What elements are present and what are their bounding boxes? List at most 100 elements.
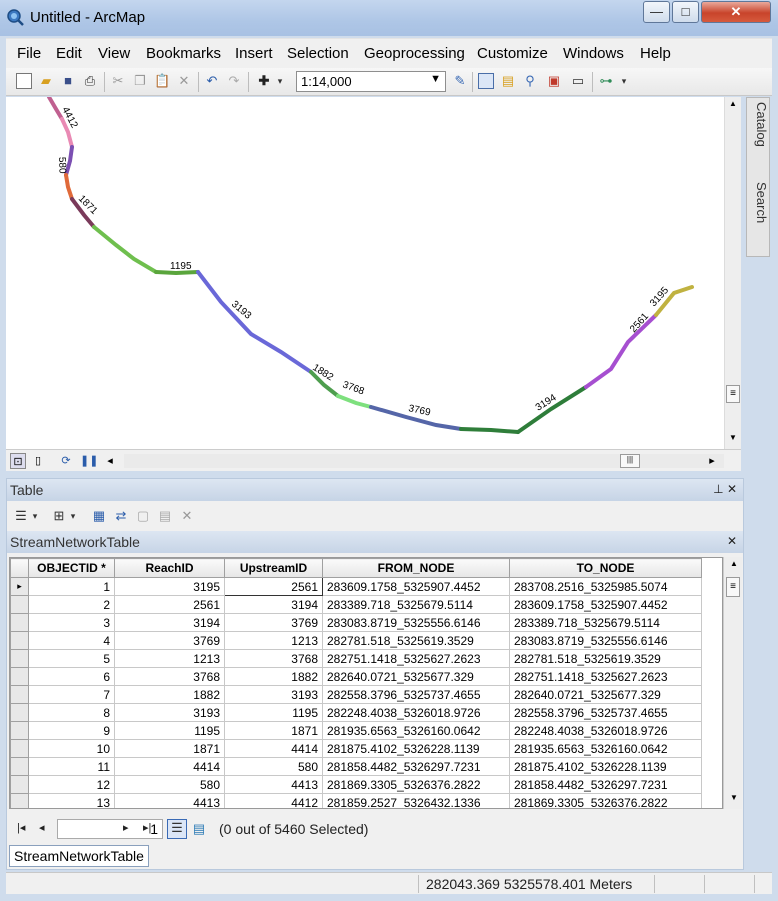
- cell-upstreamid[interactable]: 3193: [224, 685, 323, 704]
- switch-selection-icon[interactable]: ⇄: [115, 508, 127, 523]
- cell-reachid[interactable]: 3195: [114, 577, 225, 596]
- menu-geoprocessing[interactable]: Geoprocessing: [364, 45, 465, 62]
- cell-from-node[interactable]: 282640.0721_5325677.329: [322, 667, 510, 686]
- cell-reachid[interactable]: 1882: [114, 685, 225, 704]
- cell-reachid[interactable]: 3768: [114, 667, 225, 686]
- map-scale-combobox[interactable]: 1:14,000 ▼: [296, 71, 446, 92]
- menu-insert[interactable]: Insert: [235, 45, 273, 62]
- column-header-upstreamid[interactable]: UpstreamID: [224, 558, 323, 578]
- cell-from-node[interactable]: 281859.2527_5326432.1336: [322, 793, 510, 808]
- toolbar-options-icon[interactable]: ▾: [621, 76, 627, 86]
- scroll-left-icon[interactable]: ◂: [107, 455, 113, 467]
- cell-upstreamid[interactable]: 3768: [224, 649, 323, 668]
- table-row[interactable]: 13 4413 4412 281859.2527_5326432.1336 281869…: [10, 793, 702, 808]
- add-data-dropdown-icon[interactable]: ▾: [277, 76, 283, 86]
- paste-icon[interactable]: 📋: [154, 73, 171, 88]
- editor-toolbar-icon[interactable]: ✎: [454, 73, 466, 88]
- menu-selection[interactable]: Selection: [287, 45, 349, 62]
- cell-objectid[interactable]: 3: [28, 613, 115, 632]
- cell-upstreamid[interactable]: 580: [224, 757, 323, 776]
- minimize-button[interactable]: —: [643, 1, 670, 23]
- cut-icon[interactable]: ✂: [112, 73, 124, 88]
- menu-customize[interactable]: Customize: [477, 45, 548, 62]
- cell-objectid[interactable]: 10: [28, 739, 115, 758]
- scroll-down-icon[interactable]: ▼: [729, 433, 737, 442]
- tab-catalog[interactable]: Catalog: [749, 102, 769, 147]
- menu-file[interactable]: File: [17, 45, 42, 62]
- map-display[interactable]: 4412 580 1871 1195 3193 1882 3768 3769 3…: [6, 97, 724, 449]
- table-row[interactable]: 6 3768 1882 282640.0721_5325677.329 282751.1…: [10, 667, 702, 686]
- row-selector[interactable]: [10, 703, 29, 722]
- scroll-up-icon[interactable]: ▲: [730, 559, 738, 568]
- row-selector[interactable]: [10, 631, 29, 650]
- cell-objectid[interactable]: 7: [28, 685, 115, 704]
- related-tables-icon[interactable]: ⊞: [53, 508, 65, 523]
- previous-record-icon[interactable]: ◂: [39, 822, 45, 834]
- cell-upstreamid[interactable]: 4414: [224, 739, 323, 758]
- pane-pin-close-icons[interactable]: ⊥ ✕: [713, 482, 737, 496]
- column-header-reachid[interactable]: ReachID: [114, 558, 225, 578]
- table-row[interactable]: 5 1213 3768 282751.1418_5325627.2623 282781.…: [10, 649, 702, 668]
- arctoolbox-icon[interactable]: ▣: [547, 73, 561, 88]
- first-record-icon[interactable]: |◂: [17, 822, 26, 834]
- cell-to-node[interactable]: 282640.0721_5325677.329: [509, 685, 702, 704]
- cell-upstreamid[interactable]: 1213: [224, 631, 323, 650]
- row-selector[interactable]: [10, 757, 29, 776]
- save-icon[interactable]: ■: [64, 73, 72, 88]
- menu-bookmarks[interactable]: Bookmarks: [146, 45, 222, 62]
- column-header-objectid[interactable]: OBJECTID *: [28, 558, 115, 578]
- row-selector[interactable]: [10, 667, 29, 686]
- cell-from-node[interactable]: 283389.718_5325679.5114: [322, 595, 510, 614]
- show-selected-records-icon[interactable]: ▤: [192, 821, 206, 836]
- cell-upstreamid[interactable]: 3769: [224, 613, 323, 632]
- table-row[interactable]: 10 1871 4414 281875.4102_5326228.1139 281935…: [10, 739, 702, 758]
- cell-from-node[interactable]: 283609.1758_5325907.4452: [322, 577, 510, 596]
- cell-from-node[interactable]: 282248.4038_5326018.9726: [322, 703, 510, 722]
- delete-icon[interactable]: ✕: [181, 508, 193, 523]
- menu-help[interactable]: Help: [640, 45, 671, 62]
- cell-upstreamid[interactable]: 1871: [224, 721, 323, 740]
- row-selector[interactable]: [10, 739, 29, 758]
- row-selector-header[interactable]: [10, 558, 29, 578]
- layout-view-button[interactable]: ▯: [34, 455, 42, 467]
- tab-search[interactable]: Search: [749, 182, 769, 223]
- row-selector[interactable]: [10, 595, 29, 614]
- table-options-dropdown-icon[interactable]: ▾: [32, 511, 38, 521]
- cell-upstreamid[interactable]: 2561: [224, 577, 323, 596]
- cell-from-node[interactable]: 281858.4482_5326297.7231: [322, 757, 510, 776]
- cell-reachid[interactable]: 3193: [114, 703, 225, 722]
- cell-to-node[interactable]: 282751.1418_5325627.2623: [509, 667, 702, 686]
- table-row[interactable]: 4 3769 1213 282781.518_5325619.3529 283083.8…: [10, 631, 702, 650]
- cell-reachid[interactable]: 1213: [114, 649, 225, 668]
- cell-from-node[interactable]: 282751.1418_5325627.2623: [322, 649, 510, 668]
- cell-to-node[interactable]: 283389.718_5325679.5114: [509, 613, 702, 632]
- cell-objectid[interactable]: 13: [28, 793, 115, 808]
- maximize-button[interactable]: □: [672, 1, 699, 23]
- cell-reachid[interactable]: 4414: [114, 757, 225, 776]
- clear-selection-icon[interactable]: ▢: [136, 508, 150, 523]
- cell-objectid[interactable]: 6: [28, 667, 115, 686]
- undo-icon[interactable]: ↶: [206, 73, 218, 88]
- open-folder-icon[interactable]: ▰: [41, 73, 51, 88]
- table-row[interactable]: 8 3193 1195 282248.4038_5326018.9726 282558.…: [10, 703, 702, 722]
- column-header-to-node[interactable]: TO_NODE: [509, 558, 702, 578]
- select-by-attributes-icon[interactable]: ▦: [92, 508, 106, 523]
- cell-from-node[interactable]: 281875.4102_5326228.1139: [322, 739, 510, 758]
- table-row[interactable]: 3 3194 3769 283083.8719_5325556.6146 283389.…: [10, 613, 702, 632]
- delete-icon[interactable]: ✕: [178, 73, 190, 88]
- cell-to-node[interactable]: 283609.1758_5325907.4452: [509, 595, 702, 614]
- row-selector[interactable]: [10, 685, 29, 704]
- cell-objectid[interactable]: 11: [28, 757, 115, 776]
- table-row[interactable]: ▸ 1 3195 2561 283609.1758_5325907.4452 283708…: [10, 577, 702, 596]
- search-window-icon[interactable]: ⚲: [525, 73, 535, 88]
- cell-from-node[interactable]: 281935.6563_5326160.0642: [322, 721, 510, 740]
- last-record-icon[interactable]: ▸|: [143, 822, 152, 834]
- show-all-records-icon[interactable]: ☰: [167, 819, 187, 839]
- table-vertical-scrollbar[interactable]: ▲ ≡ ▼: [723, 557, 742, 809]
- table-row[interactable]: 2 2561 3194 283389.718_5325679.5114 283609.1…: [10, 595, 702, 614]
- close-table-icon[interactable]: ✕: [726, 534, 737, 548]
- menu-edit[interactable]: Edit: [56, 45, 82, 62]
- row-selector[interactable]: [10, 793, 29, 808]
- cell-reachid[interactable]: 1195: [114, 721, 225, 740]
- cell-upstreamid[interactable]: 1195: [224, 703, 323, 722]
